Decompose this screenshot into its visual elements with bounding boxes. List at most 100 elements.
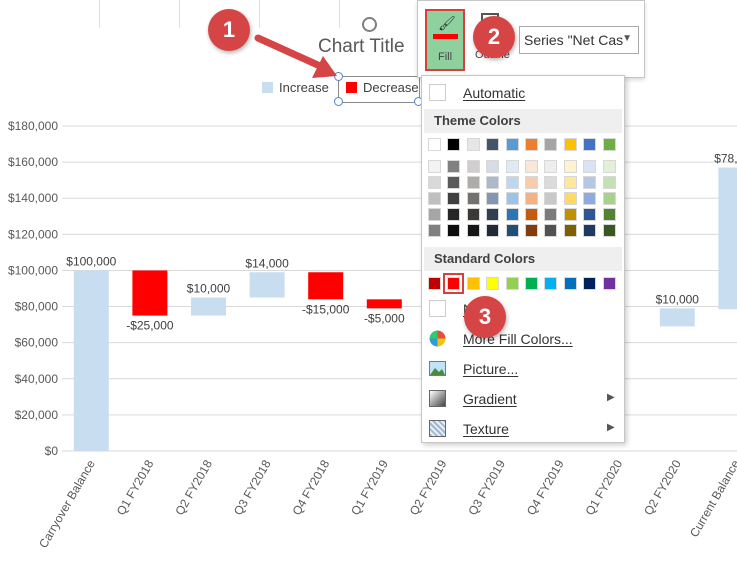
standard-color-swatch[interactable]	[486, 277, 500, 290]
theme-color-swatch[interactable]	[525, 138, 538, 151]
theme-shade-swatch[interactable]	[505, 208, 519, 221]
theme-shade-swatch[interactable]	[563, 160, 577, 173]
menu-item-texture[interactable]: Texture ▶	[422, 415, 624, 443]
picture-icon	[429, 361, 446, 376]
theme-shade-swatch[interactable]	[428, 192, 441, 205]
y-tick-label: $80,000	[15, 300, 59, 314]
theme-color-swatch[interactable]	[447, 138, 461, 151]
theme-shade-swatch[interactable]	[447, 176, 461, 189]
theme-shade-swatch[interactable]	[563, 208, 577, 221]
standard-color-swatch[interactable]	[583, 277, 597, 290]
theme-shade-swatch[interactable]	[466, 160, 480, 173]
theme-shade-swatch[interactable]	[486, 208, 500, 221]
menu-item-gradient[interactable]: Gradient ▶	[422, 385, 624, 413]
standard-color-swatch[interactable]	[563, 277, 577, 290]
y-tick-label: $20,000	[15, 408, 59, 422]
theme-shade-swatch[interactable]	[428, 208, 441, 221]
menu-item-more-fill-colors[interactable]: More Fill Colors...	[422, 325, 624, 353]
fill-button[interactable]: 🖌 Fill	[425, 9, 465, 71]
theme-shade-swatch[interactable]	[544, 160, 558, 173]
theme-shade-swatch[interactable]	[525, 160, 538, 173]
theme-shade-swatch[interactable]	[563, 176, 577, 189]
theme-shade-swatch[interactable]	[466, 224, 480, 237]
theme-shade-swatch[interactable]	[602, 192, 616, 205]
theme-shade-swatch[interactable]	[428, 224, 441, 237]
standard-color-swatch[interactable]	[525, 277, 538, 290]
theme-shade-swatch[interactable]	[505, 176, 519, 189]
chart-title[interactable]: Chart Title	[318, 36, 405, 57]
menu-item-picture[interactable]: Picture...	[422, 355, 624, 383]
theme-shade-swatch[interactable]	[602, 160, 616, 173]
theme-shade-swatch[interactable]	[602, 176, 616, 189]
menu-item-no-fill[interactable]: N	[422, 295, 624, 323]
theme-shade-swatch[interactable]	[544, 208, 558, 221]
theme-shade-swatch[interactable]	[505, 192, 519, 205]
bar-decrease[interactable]	[366, 299, 402, 309]
theme-shade-swatch[interactable]	[486, 176, 500, 189]
theme-shade-swatch[interactable]	[525, 192, 538, 205]
theme-shade-swatch[interactable]	[486, 160, 500, 173]
theme-shade-swatch[interactable]	[602, 224, 616, 237]
standard-color-swatch[interactable]	[466, 277, 480, 290]
theme-shade-swatch[interactable]	[466, 176, 480, 189]
bar-increase[interactable]	[191, 297, 226, 316]
theme-shade-swatch[interactable]	[428, 176, 441, 189]
theme-shade-swatch[interactable]	[583, 160, 597, 173]
theme-shade-swatch[interactable]	[583, 176, 597, 189]
theme-shade-swatch[interactable]	[447, 192, 461, 205]
theme-color-swatch[interactable]	[486, 138, 500, 151]
theme-color-swatch[interactable]	[602, 138, 616, 151]
theme-shade-swatch[interactable]	[486, 224, 500, 237]
theme-shade-swatch[interactable]	[563, 192, 577, 205]
y-tick-label: $40,000	[15, 372, 59, 386]
theme-shade-swatch[interactable]	[447, 224, 461, 237]
selection-handle[interactable]	[334, 97, 343, 106]
theme-shade-swatch[interactable]	[544, 192, 558, 205]
theme-shade-swatch[interactable]	[447, 208, 461, 221]
theme-color-swatch[interactable]	[466, 138, 480, 151]
theme-shade-swatch[interactable]	[544, 224, 558, 237]
theme-shade-swatch[interactable]	[466, 192, 480, 205]
bar-increase[interactable]	[249, 272, 285, 298]
standard-color-swatch[interactable]	[443, 273, 465, 294]
theme-shade-swatch[interactable]	[583, 208, 597, 221]
theme-shade-swatch[interactable]	[486, 192, 500, 205]
selection-handle[interactable]	[334, 72, 343, 81]
theme-shade-swatch[interactable]	[583, 192, 597, 205]
chart-rotate-handle[interactable]	[362, 17, 377, 32]
theme-shade-swatch[interactable]	[428, 160, 441, 173]
theme-color-swatch[interactable]	[563, 138, 577, 151]
theme-shade-swatch[interactable]	[525, 176, 538, 189]
bar-decrease[interactable]	[308, 272, 344, 300]
legend-entry-selection[interactable]	[338, 76, 420, 103]
theme-shade-swatch[interactable]	[602, 208, 616, 221]
standard-color-swatch[interactable]	[428, 277, 441, 290]
legend-item-increase[interactable]: Increase	[262, 80, 329, 95]
standard-color-swatch[interactable]	[602, 277, 616, 290]
bar-increase[interactable]	[73, 270, 109, 451]
bar-increase[interactable]	[659, 308, 695, 327]
theme-shade-swatch[interactable]	[583, 224, 597, 237]
theme-shade-swatch[interactable]	[544, 176, 558, 189]
standard-color-swatch[interactable]	[544, 277, 558, 290]
legend-item-decrease[interactable]: Decrease	[346, 80, 419, 95]
menu-item-automatic[interactable]: Automatic	[422, 79, 624, 107]
bar-increase[interactable]	[718, 167, 737, 310]
theme-shade-swatch[interactable]	[447, 160, 461, 173]
bar-decrease[interactable]	[132, 270, 168, 316]
theme-shade-swatch[interactable]	[505, 224, 519, 237]
automatic-swatch-icon	[429, 84, 446, 101]
standard-color-swatch[interactable]	[505, 277, 519, 290]
chart-element-select[interactable]: Series "Net Cas ▼	[519, 26, 639, 54]
x-tick-label: Current Balance	[687, 457, 737, 539]
theme-color-swatch[interactable]	[544, 138, 558, 151]
theme-shade-swatch[interactable]	[505, 160, 519, 173]
theme-shade-swatch[interactable]	[466, 208, 480, 221]
theme-color-swatch[interactable]	[583, 138, 597, 151]
theme-color-swatch[interactable]	[505, 138, 519, 151]
theme-color-swatch[interactable]	[428, 138, 441, 151]
theme-shade-swatch[interactable]	[525, 208, 538, 221]
theme-shade-swatch[interactable]	[525, 224, 538, 237]
theme-shade-swatch[interactable]	[563, 224, 577, 237]
